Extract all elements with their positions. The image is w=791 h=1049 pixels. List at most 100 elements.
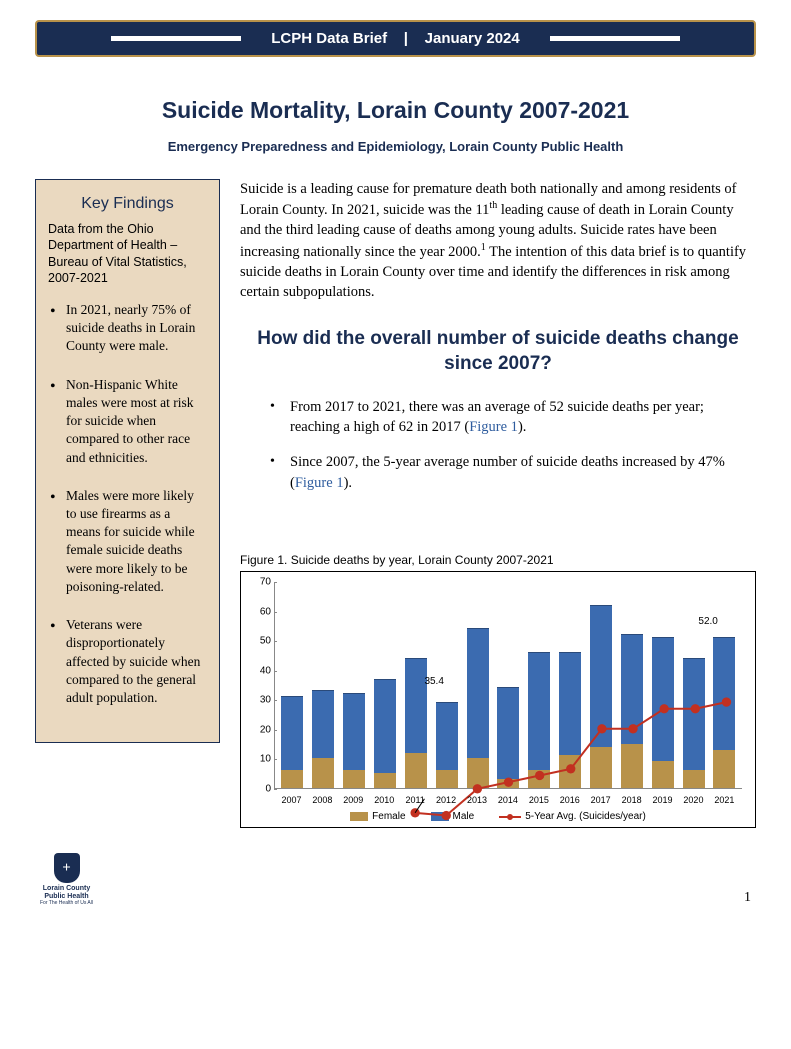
main-column: Suicide is a leading cause for premature… — [240, 179, 756, 828]
bar-female — [467, 758, 489, 788]
legend-swatch-male — [431, 812, 449, 821]
x-tick-label: 2016 — [559, 795, 581, 805]
chart-x-labels: 2007200820092010201120122013201420152016… — [274, 795, 742, 805]
sidebar-source: Data from the Ohio Department of Health … — [48, 221, 207, 286]
sidebar-finding: In 2021, nearly 75% of suicide deaths in… — [48, 301, 207, 356]
y-tick-label: 30 — [260, 695, 271, 706]
bar-female — [713, 750, 735, 788]
org-name: Lorain County Public Health — [43, 885, 90, 900]
x-tick-label: 2012 — [435, 795, 457, 805]
chart-annotation: 35.4 — [424, 676, 443, 687]
x-tick-label: 2019 — [652, 795, 674, 805]
org-logo: + Lorain County Public Health For The He… — [40, 853, 93, 906]
chart-plot-area: 35.4 52.0 — [274, 582, 742, 789]
bar-female — [436, 770, 458, 788]
chart-y-axis: 010203040506070 — [249, 582, 274, 789]
legend-label-male: Male — [453, 811, 475, 822]
bar-female — [281, 770, 303, 788]
org-tagline: For The Health of Us All — [40, 900, 93, 906]
y-tick-label: 20 — [260, 724, 271, 735]
banner-text: LCPH Data Brief | January 2024 — [271, 30, 519, 47]
bar-2007 — [281, 696, 303, 788]
figure-link[interactable]: Figure 1 — [295, 475, 344, 491]
banner-rule-right — [550, 36, 680, 41]
bar-male — [683, 658, 705, 770]
figure-1-chart: 010203040506070 35.452.0 200720082009201… — [240, 571, 756, 828]
legend-swatch-line — [499, 816, 521, 818]
x-tick-label: 2018 — [621, 795, 643, 805]
legend-label-female: Female — [372, 811, 405, 822]
x-tick-label: 2017 — [590, 795, 612, 805]
sidebar-findings-list: In 2021, nearly 75% of suicide deaths in… — [48, 301, 207, 707]
main-bullets: From 2017 to 2021, there was an average … — [240, 397, 756, 493]
x-tick-label: 2007 — [280, 795, 302, 805]
figure-caption: Figure 1. Suicide deaths by year, Lorain… — [240, 553, 756, 567]
bar-male — [312, 690, 334, 758]
chart-bars — [275, 582, 742, 788]
y-tick-label: 60 — [260, 606, 271, 617]
legend-female: Female — [350, 811, 405, 822]
sidebar-finding: Non-Hispanic White males were most at ri… — [48, 376, 207, 467]
x-tick-label: 2010 — [373, 795, 395, 805]
org-name-1: Lorain County — [43, 885, 90, 892]
bar-2018 — [621, 634, 643, 788]
bar-female — [405, 753, 427, 788]
banner-date: January 2024 — [425, 30, 520, 47]
x-tick-label: 2009 — [342, 795, 364, 805]
key-findings-sidebar: Key Findings Data from the Ohio Departme… — [35, 179, 220, 743]
bullet-post: ). — [518, 419, 526, 435]
bar-male — [590, 605, 612, 747]
x-tick-label: 2021 — [713, 795, 735, 805]
bar-male — [467, 628, 489, 758]
banner-rule-left — [111, 36, 241, 41]
page-footer: + Lorain County Public Health For The He… — [35, 853, 756, 906]
page-number: 1 — [744, 890, 751, 906]
main-bullet: From 2017 to 2021, there was an average … — [270, 397, 756, 438]
x-tick-label: 2013 — [466, 795, 488, 805]
bar-2014 — [497, 687, 519, 788]
bar-2016 — [559, 652, 581, 788]
bar-male — [559, 652, 581, 756]
sidebar-finding: Veterans were disproportionately affecte… — [48, 616, 207, 707]
y-tick-label: 50 — [260, 636, 271, 647]
bar-female — [590, 747, 612, 788]
bar-2010 — [374, 679, 396, 788]
page-title: Suicide Mortality, Lorain County 2007-20… — [35, 97, 756, 124]
legend-male: Male — [431, 811, 475, 822]
x-tick-label: 2014 — [497, 795, 519, 805]
bar-female — [559, 755, 581, 788]
bar-male — [343, 693, 365, 770]
bullet-post: ). — [344, 475, 352, 491]
bar-2008 — [312, 690, 334, 788]
bar-2021 — [713, 637, 735, 788]
bar-male — [713, 637, 735, 749]
main-bullet: Since 2007, the 5-year average number of… — [270, 452, 756, 493]
bullet-pre: Since 2007, the 5-year average number of… — [290, 454, 725, 490]
bar-female — [621, 744, 643, 788]
bar-female — [497, 779, 519, 788]
bar-female — [312, 758, 334, 788]
chart-legend: Female Male 5-Year Avg. (Suicides/year) — [249, 811, 747, 822]
x-tick-label: 2020 — [682, 795, 704, 805]
bar-female — [683, 770, 705, 788]
y-tick-label: 40 — [260, 665, 271, 676]
bar-2019 — [652, 637, 674, 788]
banner-divider: | — [404, 30, 408, 47]
intro-paragraph: Suicide is a leading cause for premature… — [240, 179, 756, 302]
section-heading: How did the overall number of suicide de… — [240, 327, 756, 376]
bar-2020 — [683, 658, 705, 788]
bar-2015 — [528, 652, 550, 788]
chart-annotation: 52.0 — [698, 616, 717, 627]
bar-2017 — [590, 605, 612, 788]
bar-male — [436, 702, 458, 770]
legend-swatch-female — [350, 812, 368, 821]
bar-female — [343, 770, 365, 788]
bar-2012 — [436, 702, 458, 788]
bar-male — [621, 634, 643, 743]
figure-link[interactable]: Figure 1 — [469, 419, 518, 435]
legend-line: 5-Year Avg. (Suicides/year) — [499, 811, 646, 822]
y-tick-label: 10 — [260, 754, 271, 765]
bar-2013 — [467, 628, 489, 788]
bar-male — [528, 652, 550, 770]
bar-female — [652, 761, 674, 788]
